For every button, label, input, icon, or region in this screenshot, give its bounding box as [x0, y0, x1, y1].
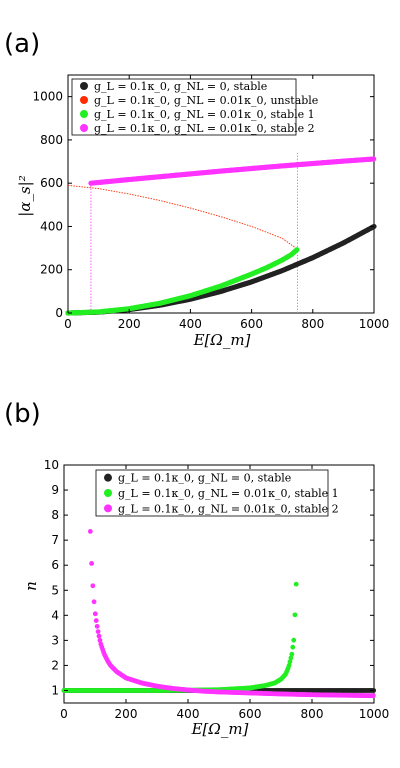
panel-a-xtick-label-2: 400	[179, 317, 202, 331]
panel-b-ytick-label-5: 6	[51, 558, 59, 572]
panel-b-ticks: 0 200 400 600 800 1000 1 2 3 4 5 6 7 8 9 10	[44, 458, 390, 721]
panel-a-frame	[67, 74, 375, 314]
panel-a-ylabel: |α_s|²	[16, 175, 34, 216]
panel-b-legend-label-1: g_L = 0.1κ_0, g_NL = 0.01κ_0, stable 1	[118, 487, 339, 500]
panel-a-legend-marker-1	[80, 96, 88, 104]
panel-b-series-2-point-9	[97, 637, 103, 643]
panel-b-xtick-label-4: 800	[301, 707, 324, 721]
panel-b-ytick-label-0: 1	[51, 683, 59, 697]
panel-b-legend-marker-0	[104, 473, 112, 482]
panel-a-xtick-label-0: 0	[64, 317, 72, 331]
panel-a-xtick-label-5: 1000	[359, 317, 390, 331]
panel-a-series-1	[67, 184, 298, 250]
panel-a-ytick-label-5: 1000	[32, 90, 63, 104]
panel-b-xtick-label-1: 200	[115, 707, 138, 721]
panel-a-legend-marker-0	[80, 82, 88, 90]
panel-a-legend-marker-2	[80, 110, 88, 118]
panel-b-xtick-label-3: 600	[239, 707, 262, 721]
panel-a-xtick-label-4: 800	[301, 317, 324, 331]
panel-b-series-2	[87, 528, 376, 699]
panel-a-ylabel-text: |α_s|²	[16, 175, 34, 216]
panel-b-legend: g_L = 0.1κ_0, g_NL = 0, stable g_L = 0.1κ…	[95, 469, 339, 517]
panel-a-label: (a)	[4, 29, 40, 59]
panel-b-ytick-label-3: 4	[51, 608, 59, 622]
panel-a-legend-box	[71, 78, 297, 136]
panel-b-series-1-point-248	[292, 612, 298, 618]
panel-a-series-2	[65, 247, 300, 316]
panel-b-legend-marker-2	[104, 504, 112, 513]
panel-b-frame	[63, 464, 375, 704]
panel-a-ytick-label-0: 0	[55, 306, 63, 320]
panel-b-ytick-label-2: 3	[51, 633, 59, 647]
panel-b-ytick-label-6: 7	[51, 533, 59, 547]
panel-a-legend-label-2: g_L = 0.1κ_0, g_NL = 0.01κ_0, stable 1	[94, 108, 315, 121]
panel-b-ytick-label-4: 5	[51, 583, 59, 597]
panel-b-legend-label-2: g_L = 0.1κ_0, g_NL = 0.01κ_0, stable 2	[118, 502, 339, 515]
panel-a-xlabel-text: E[Ω_m]	[193, 331, 251, 349]
panel-a-xlabel: E[Ω_m]	[193, 331, 251, 349]
panel-b-series-2-point-5	[93, 618, 99, 623]
panel-b-series-2-point-0	[87, 528, 93, 534]
panel-b: (b) 0 200 400 600 800 1000 1 2 3 4 5 6 7 8 9 10 g_L = 0…	[4, 399, 389, 738]
panel-b-series-2-point-4	[92, 611, 98, 617]
panel-b-ylabel: n	[22, 581, 40, 591]
panel-b-xlabel: E[Ω_m]	[191, 720, 249, 738]
panel-b-series-1-point-249	[293, 581, 299, 587]
panel-b-series-1-point-246	[290, 644, 296, 650]
panel-b-series-2-point-1	[89, 561, 94, 566]
panel-b-label: (b)	[4, 399, 41, 429]
panel-a-series-3-point-231	[371, 156, 377, 162]
panel-a-xtick-label-3: 600	[240, 317, 263, 331]
panel-a-ytick-label-2: 400	[40, 219, 63, 233]
panel-a-ticks: 0 200 400 600 800 1000 0 200 400 600 800 1000	[32, 75, 389, 331]
panel-b-xtick-label-5: 1000	[359, 707, 390, 721]
panel-b-xtick-label-2: 400	[177, 707, 200, 721]
panel-b-ytick-label-7: 8	[51, 508, 59, 522]
panel-b-xlabel-text: E[Ω_m]	[191, 720, 249, 738]
panel-a-legend-label-1: g_L = 0.1κ_0, g_NL = 0.01κ_0, unstable	[94, 94, 318, 107]
panel-b-legend-box	[95, 469, 329, 517]
panel-b-series-1-point-247	[291, 637, 297, 643]
panel-b-data	[61, 528, 377, 699]
panel-a-ytick-label-3: 600	[40, 176, 63, 190]
panel-a-ytick-label-4: 800	[40, 133, 63, 147]
panel-a-legend-label-3: g_L = 0.1κ_0, g_NL = 0.01κ_0, stable 2	[94, 122, 315, 135]
panel-b-series-1-point-245	[289, 651, 295, 657]
panel-a: (a) 0 200 400 600 800 1000 0 200 400 600 800 1000 g…	[4, 29, 389, 349]
panel-b-series-1-point-244	[288, 655, 294, 661]
panel-b-series-1-point-242	[286, 663, 292, 668]
panel-b-series-2-point-3	[91, 599, 97, 605]
panel-b-legend-marker-1	[104, 489, 112, 497]
panel-a-legend-label-0: g_L = 0.1κ_0, g_NL = 0, stable	[94, 80, 267, 93]
panel-b-ytick-label-8: 9	[51, 483, 59, 497]
panel-a-ytick-label-1: 200	[40, 263, 63, 277]
panel-a-legend-marker-3	[80, 124, 88, 132]
panel-b-legend-label-0: g_L = 0.1κ_0, g_NL = 0, stable	[118, 472, 291, 485]
panel-a-series-3	[88, 156, 377, 186]
panel-a-series-2-point-187	[294, 247, 300, 253]
panel-a-xtick-label-1: 200	[118, 317, 141, 331]
panel-a-series-0	[65, 223, 377, 316]
panel-b-xtick-label-0: 0	[60, 707, 68, 721]
panel-b-series-2-point-6	[94, 623, 100, 629]
panel-b-ytick-label-9: 10	[44, 458, 59, 472]
panel-b-series-2-point-7	[95, 629, 101, 634]
panel-b-series-2-point-8	[96, 633, 102, 639]
panel-b-series-1-point-243	[287, 659, 293, 665]
panel-b-series-2-point-303	[370, 693, 376, 699]
panel-a-series-1-line	[67, 184, 298, 250]
panel-a-data	[65, 152, 377, 316]
panel-b-ytick-label-1: 2	[51, 658, 59, 672]
panel-b-series-2-point-2	[90, 583, 96, 589]
panel-b-ylabel-text: n	[22, 581, 40, 591]
